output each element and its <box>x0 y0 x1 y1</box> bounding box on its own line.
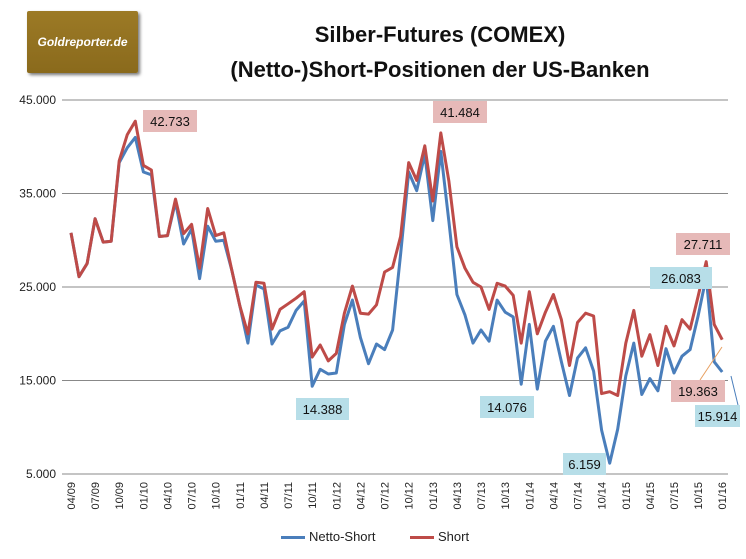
legend-swatch-short <box>410 536 434 540</box>
annotation-label: 27.711 <box>684 237 723 252</box>
annotation-label: 41.484 <box>440 105 480 120</box>
annotation-box <box>650 267 712 289</box>
annotation-label: 15.914 <box>698 409 738 424</box>
x-tick-label: 10/09 <box>114 482 126 510</box>
x-tick-label: 04/09 <box>66 482 78 510</box>
annotation-box <box>143 110 197 132</box>
x-tick-label: 10/10 <box>211 482 223 510</box>
x-tick-label: 01/14 <box>524 482 536 510</box>
annotation-box <box>695 405 740 427</box>
x-tick-label: 04/13 <box>452 482 464 510</box>
annotation-box <box>563 453 606 475</box>
annotation-label: 42.733 <box>150 114 190 129</box>
x-tick-label: 01/16 <box>717 482 729 510</box>
logo-text: Goldreporter.de <box>37 35 128 49</box>
annotation-box <box>296 398 349 420</box>
x-tick-label: 10/15 <box>693 482 705 510</box>
chart-title-line1: Silber-Futures (COMEX) <box>314 22 566 47</box>
x-tick-label: 07/12 <box>380 482 392 510</box>
x-tick-label: 04/15 <box>645 482 657 510</box>
x-tick-label: 01/13 <box>428 482 440 510</box>
annotation-box <box>671 380 725 402</box>
x-tick-label: 10/14 <box>597 482 609 510</box>
annotation-label: 6.159 <box>568 457 601 472</box>
y-tick-label: 45.000 <box>19 93 56 107</box>
y-tick-label: 5.000 <box>26 467 56 481</box>
x-tick-label: 01/11 <box>235 482 247 509</box>
x-tick-label: 01/10 <box>138 482 150 510</box>
x-tick-label: 07/15 <box>669 482 681 510</box>
x-tick-label: 01/12 <box>331 482 343 510</box>
annotation-label: 14.076 <box>487 400 527 415</box>
annotation-box <box>480 396 534 418</box>
leader-line <box>699 346 723 381</box>
chart-title-line2: (Netto-)Short-Positionen der US-Banken <box>230 57 650 82</box>
x-tick-label: 04/11 <box>259 482 271 509</box>
series-line-netto-short <box>69 135 724 465</box>
x-tick-label: 07/13 <box>476 482 488 510</box>
x-tick-label: 04/10 <box>162 482 174 510</box>
legend-swatch-netto-short <box>281 536 305 540</box>
x-tick-label: 04/12 <box>355 482 367 510</box>
series-line-short <box>69 119 724 397</box>
annotation-label: 14.388 <box>303 402 343 417</box>
x-tick-label: 10/12 <box>404 482 416 510</box>
annotation-label: 19.363 <box>678 384 718 399</box>
annotation-label: 26.083 <box>661 271 701 286</box>
annotation-box <box>433 101 487 123</box>
x-tick-label: 07/11 <box>283 482 295 509</box>
legend-item-short: Short <box>410 529 469 544</box>
x-tick-label: 04/14 <box>548 482 560 510</box>
logo: Goldreporter.de <box>27 11 138 73</box>
legend-label-short: Short <box>438 529 470 544</box>
x-tick-label: 10/11 <box>307 482 319 509</box>
leader-line <box>730 375 739 406</box>
y-tick-label: 25.000 <box>19 280 56 294</box>
legend-item-netto-short: Netto-Short <box>281 529 375 544</box>
x-tick-label: 01/15 <box>621 482 633 510</box>
x-tick-label: 07/10 <box>187 482 199 510</box>
annotation-box <box>676 233 730 255</box>
y-tick-label: 15.000 <box>19 374 56 388</box>
x-tick-label: 07/09 <box>90 482 102 510</box>
x-tick-label: 10/13 <box>500 482 512 510</box>
legend-label-netto-short: Netto-Short <box>309 529 376 544</box>
y-tick-label: 35.000 <box>19 187 56 201</box>
x-tick-label: 07/14 <box>573 482 585 510</box>
